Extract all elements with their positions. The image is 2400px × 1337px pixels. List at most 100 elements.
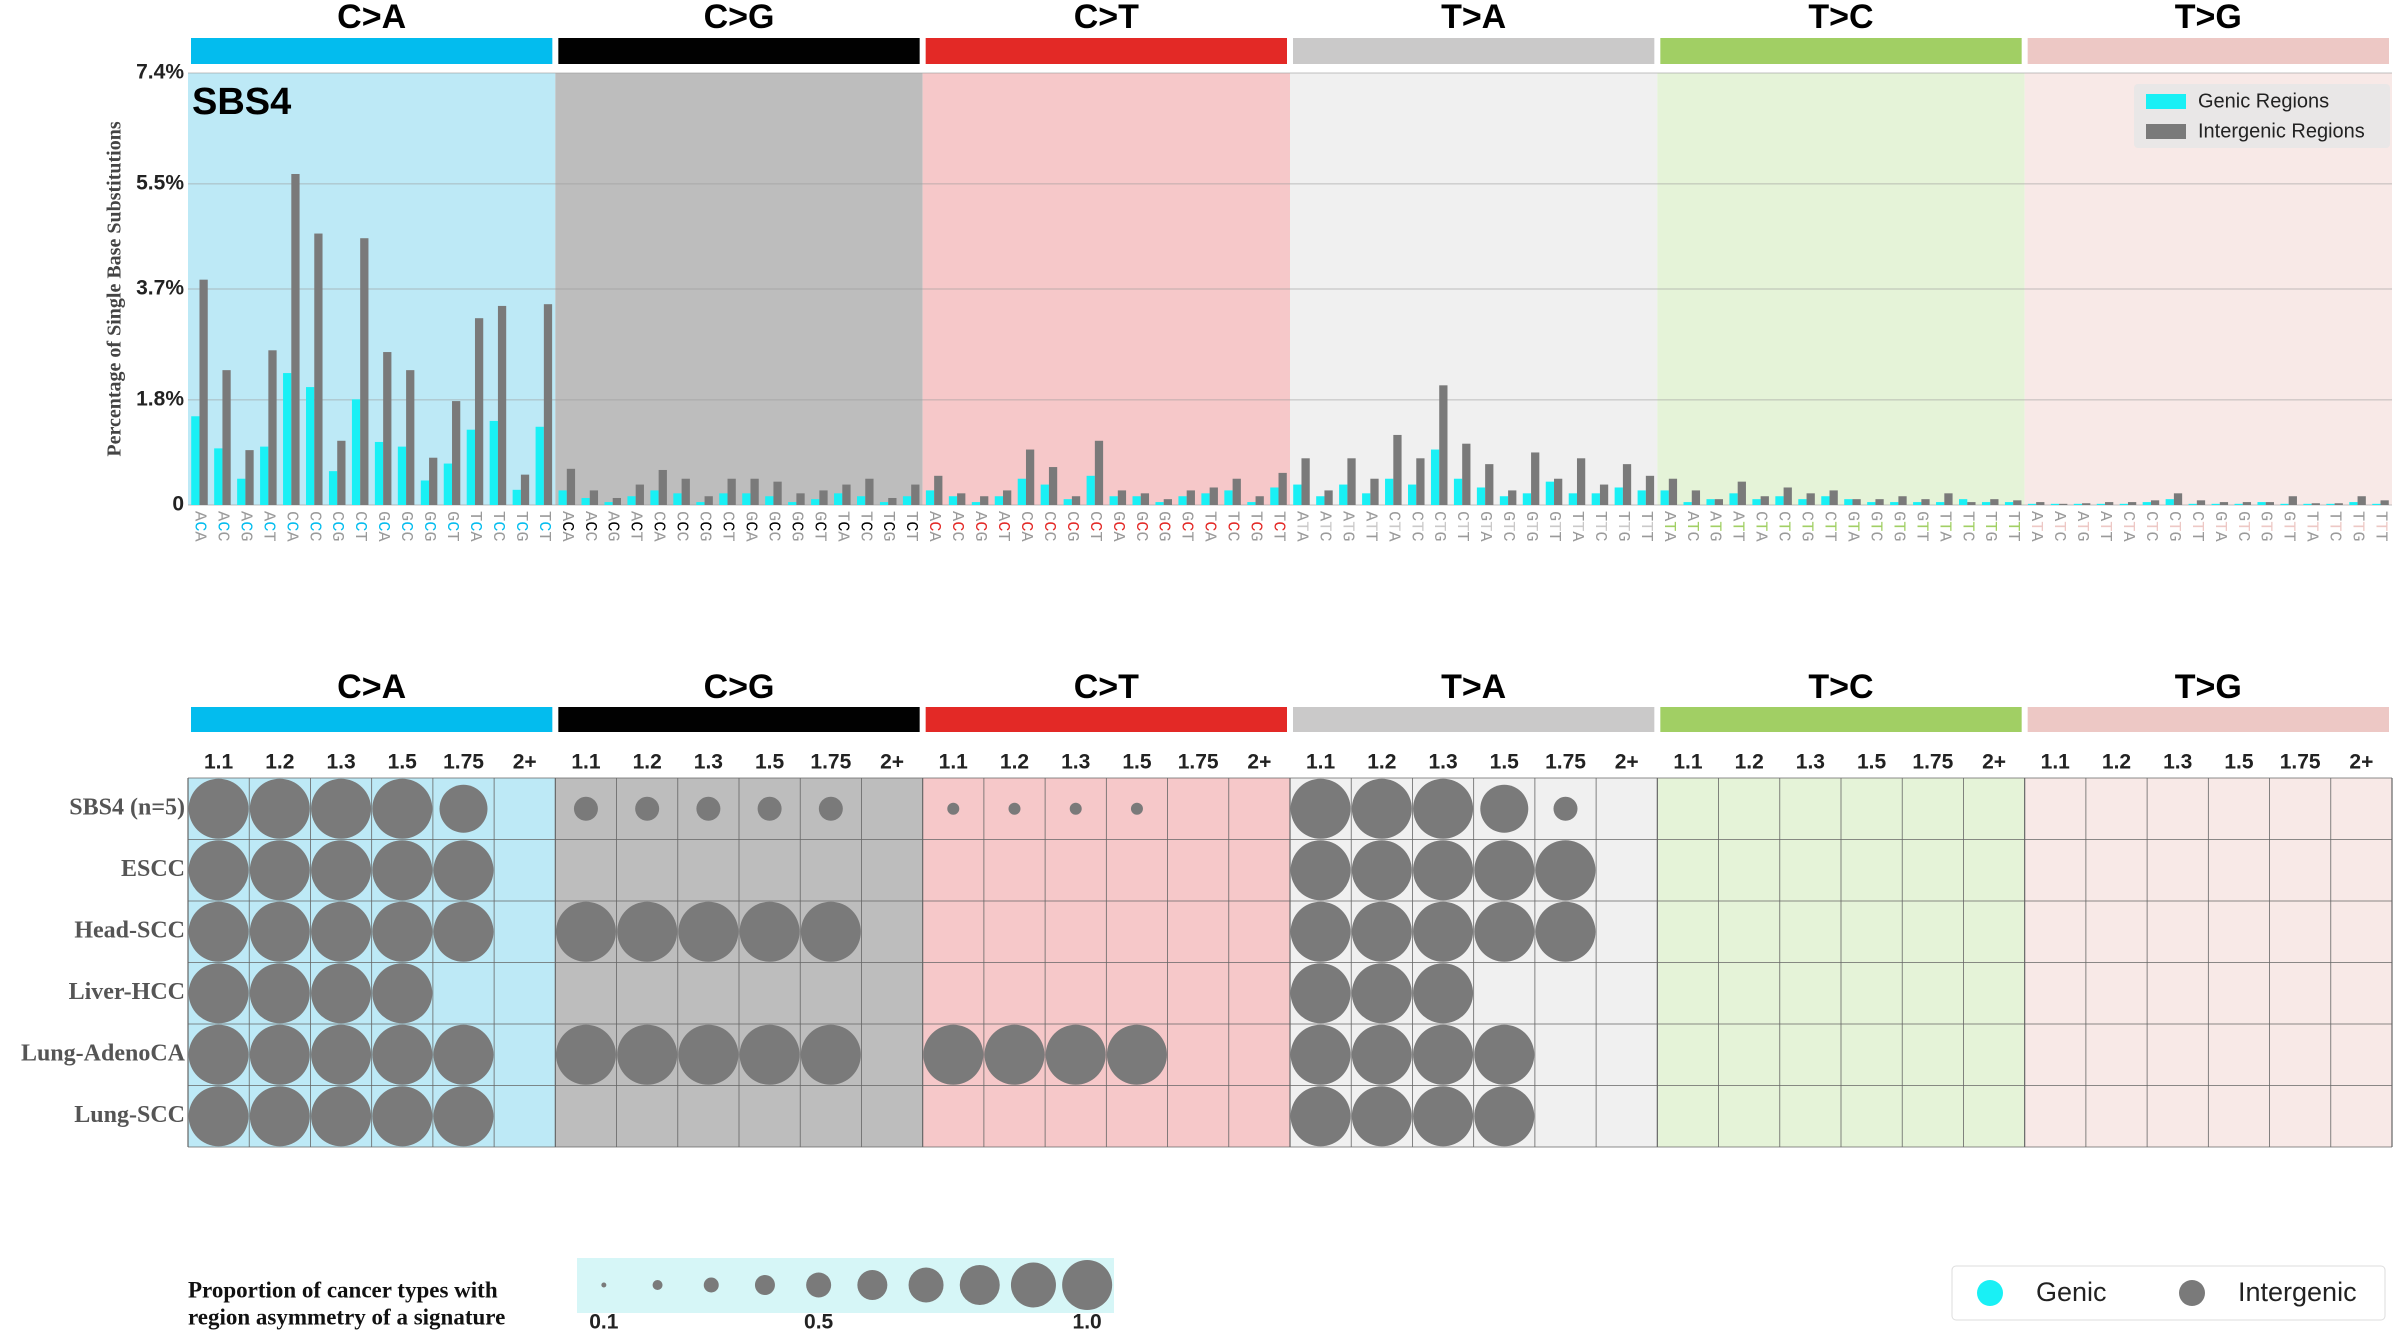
x-tick-label: ATC — [1314, 511, 1333, 542]
bar — [1048, 467, 1058, 505]
x-tick-label: TTC — [1957, 511, 1976, 542]
x-tick-label: CCT — [1084, 511, 1103, 542]
size-legend-circle — [1010, 1262, 1056, 1308]
size-legend-circle — [1062, 1260, 1113, 1310]
size-legend-circle — [959, 1265, 1000, 1305]
bar — [2073, 503, 2083, 505]
bar — [1921, 499, 1930, 505]
bar — [1209, 487, 1218, 505]
bubble — [1474, 1024, 1535, 1085]
bar — [2013, 500, 2022, 505]
bubble — [1008, 802, 1021, 815]
bubble — [678, 901, 739, 962]
x-tick-label: GCT — [442, 511, 461, 542]
y-tick-label: 5.5% — [136, 171, 184, 194]
bar — [948, 496, 958, 505]
group-bar — [1293, 38, 1655, 64]
bubble — [1290, 901, 1351, 962]
bar — [1645, 475, 1655, 505]
bar — [360, 238, 369, 505]
bubble — [984, 1024, 1045, 1085]
bubble — [1351, 840, 1412, 901]
bubble — [1553, 796, 1578, 821]
bar — [1783, 487, 1792, 505]
bubble — [800, 901, 861, 962]
bar — [191, 416, 200, 505]
x-tick-label: TTT — [2003, 511, 2022, 542]
bar — [1247, 502, 1256, 505]
x-tick-label: ATA — [1291, 511, 1310, 542]
group-bar — [558, 38, 920, 64]
bar — [727, 478, 736, 505]
bar — [1430, 449, 1440, 505]
bar — [1714, 499, 1723, 505]
y-tick-label: 3.7% — [136, 277, 184, 300]
x-tick-label: CCG — [1061, 511, 1080, 542]
bar — [635, 484, 644, 505]
bubble — [1474, 901, 1535, 962]
bubble — [1535, 901, 1596, 962]
bar — [1913, 502, 1922, 505]
group-label: T>C — [1808, 0, 1873, 36]
bar — [1622, 464, 1632, 505]
bar — [1003, 490, 1012, 505]
bar — [1416, 458, 1425, 505]
bar — [911, 484, 920, 505]
bar — [2372, 503, 2381, 505]
bar — [1729, 493, 1738, 505]
x-tick-label: CTT — [1452, 511, 1471, 542]
column-label: 1.3 — [1428, 751, 1457, 774]
bar — [1347, 458, 1356, 505]
x-tick-label: TTG — [2347, 511, 2366, 542]
bubble — [739, 901, 800, 962]
bar — [283, 373, 292, 505]
x-tick-label: CCA — [1015, 511, 1034, 542]
x-tick-label: TTG — [1980, 511, 1999, 542]
bubble — [1413, 840, 1474, 901]
bubble — [188, 778, 249, 839]
group-bar — [1660, 707, 2022, 732]
bar — [237, 478, 246, 505]
x-tick-label: ATG — [1337, 511, 1356, 542]
bar — [788, 502, 797, 505]
column-label: 1.75 — [1178, 751, 1219, 774]
bar — [2257, 502, 2266, 505]
bar — [1163, 499, 1172, 505]
bar — [971, 502, 981, 505]
bar — [1362, 493, 1371, 505]
x-tick-label: GTG — [1888, 511, 1907, 542]
column-label: 1.75 — [1912, 751, 1953, 774]
group-bar — [1293, 707, 1655, 732]
bar — [543, 304, 553, 505]
bar — [1462, 443, 1471, 505]
bar — [1752, 499, 1761, 505]
bar — [2311, 503, 2320, 505]
bubble — [311, 778, 372, 839]
color-legend-marker — [1977, 1280, 2003, 1306]
group-bar — [558, 707, 920, 732]
bar — [1140, 493, 1150, 505]
bar — [1959, 499, 1968, 505]
color-legend-marker — [2179, 1280, 2205, 1306]
x-tick-label: GCA — [373, 511, 392, 542]
x-tick-label: GTC — [1498, 511, 1517, 542]
x-tick-label: GCC — [396, 511, 415, 542]
bar — [1829, 490, 1838, 505]
x-tick-label: TCA — [464, 511, 483, 542]
x-tick-label: CTG — [1796, 511, 1815, 542]
bar — [796, 493, 805, 505]
size-legend-circle — [806, 1272, 832, 1298]
bubble — [439, 784, 488, 833]
x-tick-label: ACT — [993, 511, 1012, 542]
bar — [1453, 478, 1463, 505]
bar — [1706, 499, 1715, 505]
bubble — [923, 1024, 984, 1085]
bar — [1545, 481, 1555, 505]
bar — [314, 233, 323, 506]
bar — [1522, 493, 1532, 505]
bar — [1614, 487, 1623, 505]
group-label: T>A — [1441, 668, 1506, 706]
row-label: Head-SCC — [74, 917, 185, 943]
bar — [2380, 500, 2389, 505]
bar — [888, 497, 897, 505]
